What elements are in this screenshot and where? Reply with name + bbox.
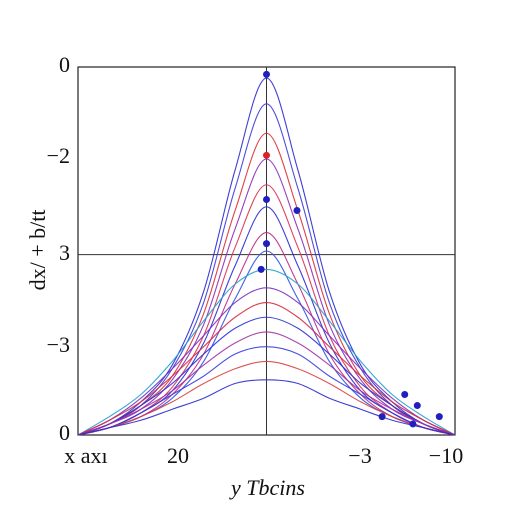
curve — [77, 331, 456, 436]
y-axis-label: dx/ + b/tt — [25, 210, 50, 291]
curve — [77, 316, 456, 436]
curve — [77, 301, 456, 436]
y-tick-label: 0 — [59, 420, 70, 445]
data-point — [263, 240, 270, 248]
data-point — [409, 420, 417, 428]
curve — [77, 360, 456, 436]
curve — [77, 77, 456, 436]
x-axis-label: y Tbcins — [229, 475, 305, 500]
data-point — [401, 391, 409, 399]
x-tick-label: x axı — [64, 443, 107, 468]
y-tick-label: −2 — [47, 143, 70, 168]
data-point — [378, 413, 386, 421]
curve — [77, 346, 456, 436]
x-tick-label: −3 — [348, 443, 371, 468]
data-point — [257, 265, 265, 273]
data-point — [263, 70, 270, 78]
data-point — [293, 207, 301, 215]
y-tick-label: 3 — [59, 240, 70, 265]
data-point — [413, 402, 421, 410]
data-point — [435, 413, 443, 421]
y-tick-label: −3 — [47, 332, 70, 357]
curve — [77, 379, 456, 436]
data-point — [263, 195, 270, 203]
y-tick-label: 0 — [59, 52, 70, 77]
x-tick-label: 20 — [167, 443, 189, 468]
curve — [77, 287, 456, 436]
x-tick-label: −10 — [429, 443, 463, 468]
curve — [77, 268, 456, 436]
data-point — [263, 151, 270, 159]
